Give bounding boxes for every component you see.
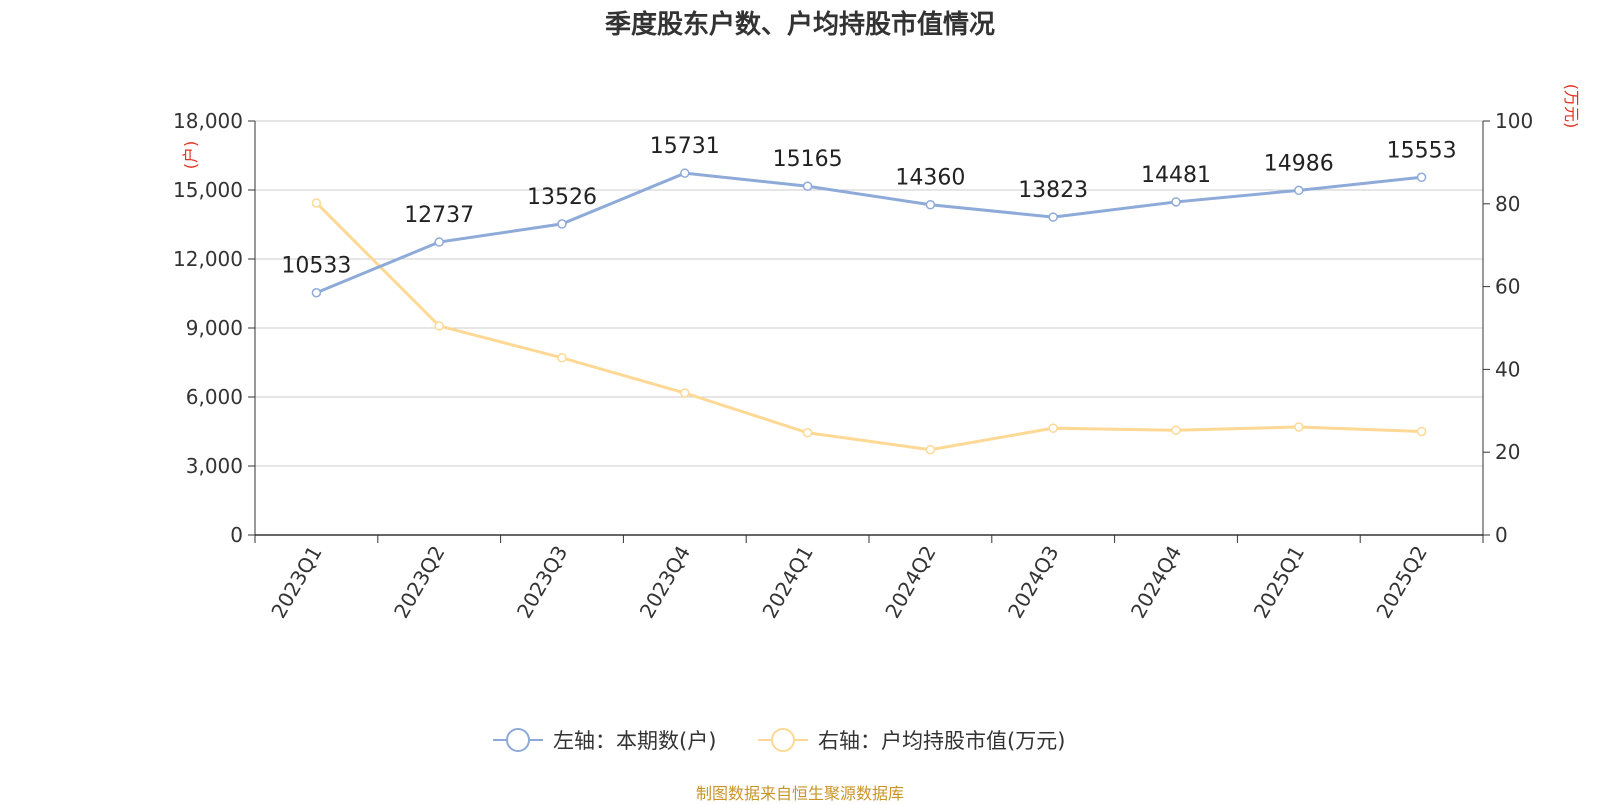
legend-label-avg-holding-value: 右轴：户均持股市值(万元) xyxy=(818,729,1065,753)
avg-holding-value-point xyxy=(680,388,690,398)
x-axis-category-label: 2025Q2 xyxy=(1371,542,1431,623)
x-axis-category-label: 2025Q1 xyxy=(1249,542,1309,623)
left-axis-tick-label: 9,000 xyxy=(186,316,243,340)
avg-holding-value-point xyxy=(311,198,322,208)
legend-marker-shareholder-count xyxy=(506,728,530,752)
legend-marker-avg-holding-value xyxy=(771,728,795,752)
shareholder-count-data-label: 12737 xyxy=(404,203,474,228)
avg-holding-value-point xyxy=(434,321,444,331)
left-axis-tick-label: 6,000 xyxy=(186,385,243,409)
right-axis-tick-label: 0 xyxy=(1495,523,1508,547)
shareholder-count-point xyxy=(925,199,936,210)
shareholder-count-data-label: 13823 xyxy=(1018,178,1088,203)
shareholder-count-point xyxy=(557,219,567,229)
avg-holding-value-point xyxy=(925,444,936,455)
x-axis-category-label: 2023Q3 xyxy=(512,542,572,623)
left-axis-tick-label: 12,000 xyxy=(173,247,243,271)
shareholder-count-point xyxy=(434,237,444,247)
shareholder-count-point xyxy=(802,181,813,191)
left-axis-unit: (户) xyxy=(181,141,200,170)
x-axis-category-label: 2023Q2 xyxy=(389,542,449,623)
right-axis-tick-label: 20 xyxy=(1495,440,1520,464)
avg-holding-value-point xyxy=(557,353,567,363)
series-line-avg-holding-value xyxy=(315,201,1422,452)
series-line-shareholder-count xyxy=(315,171,1422,295)
shareholder-count-point xyxy=(680,168,690,178)
avg-holding-value-point xyxy=(1048,423,1058,433)
avg-holding-value-point xyxy=(802,427,813,438)
shareholder-count-data-label: 15165 xyxy=(773,147,843,172)
left-axis-tick-label: 15,000 xyxy=(173,178,243,202)
shareholder-count-data-label: 15731 xyxy=(650,134,720,159)
chart-title: 季度股东户数、户均持股市值情况 xyxy=(604,10,995,40)
avg-holding-value-point xyxy=(1294,422,1304,432)
x-axis-category-label: 2024Q3 xyxy=(1003,542,1063,623)
shareholder-count-point xyxy=(1416,172,1427,183)
data-source-note: 制图数据来自恒生聚源数据库 xyxy=(695,784,904,803)
x-axis-category-label: 2023Q1 xyxy=(266,542,326,623)
right-axis-tick-label: 60 xyxy=(1495,275,1520,299)
shareholder-count-point xyxy=(1171,197,1181,207)
right-axis-tick-label: 100 xyxy=(1495,109,1533,133)
shareholder-count-data-label: 14986 xyxy=(1264,151,1334,176)
legend-label-shareholder-count: 左轴：本期数(户) xyxy=(553,729,716,753)
shareholder-count-data-label: 13526 xyxy=(527,185,597,210)
shareholder-count-data-label: 15553 xyxy=(1387,138,1457,163)
x-axis-category-label: 2024Q2 xyxy=(880,542,940,623)
avg-holding-value-point xyxy=(1416,426,1427,437)
avg-holding-value-point xyxy=(1171,425,1181,436)
shareholder-count-point xyxy=(1294,185,1304,196)
right-axis-tick-label: 40 xyxy=(1495,357,1520,381)
x-axis-category-label: 2024Q1 xyxy=(757,542,817,623)
left-axis-tick-label: 0 xyxy=(230,523,243,547)
right-axis-tick-label: 80 xyxy=(1495,192,1520,216)
shareholder-count-point xyxy=(1048,212,1058,222)
right-axis-unit: (万元) xyxy=(1562,84,1581,129)
shareholder-count-data-label: 14481 xyxy=(1141,163,1211,188)
x-axis-category-label: 2024Q4 xyxy=(1126,542,1186,623)
left-axis-tick-label: 18,000 xyxy=(173,109,243,133)
left-axis-tick-label: 3,000 xyxy=(186,454,243,478)
shareholder-count-data-label: 10533 xyxy=(281,254,351,279)
shareholder-count-data-label: 14360 xyxy=(895,166,965,191)
shareholder-count-point xyxy=(311,287,322,298)
x-axis-category-label: 2023Q4 xyxy=(635,542,695,623)
